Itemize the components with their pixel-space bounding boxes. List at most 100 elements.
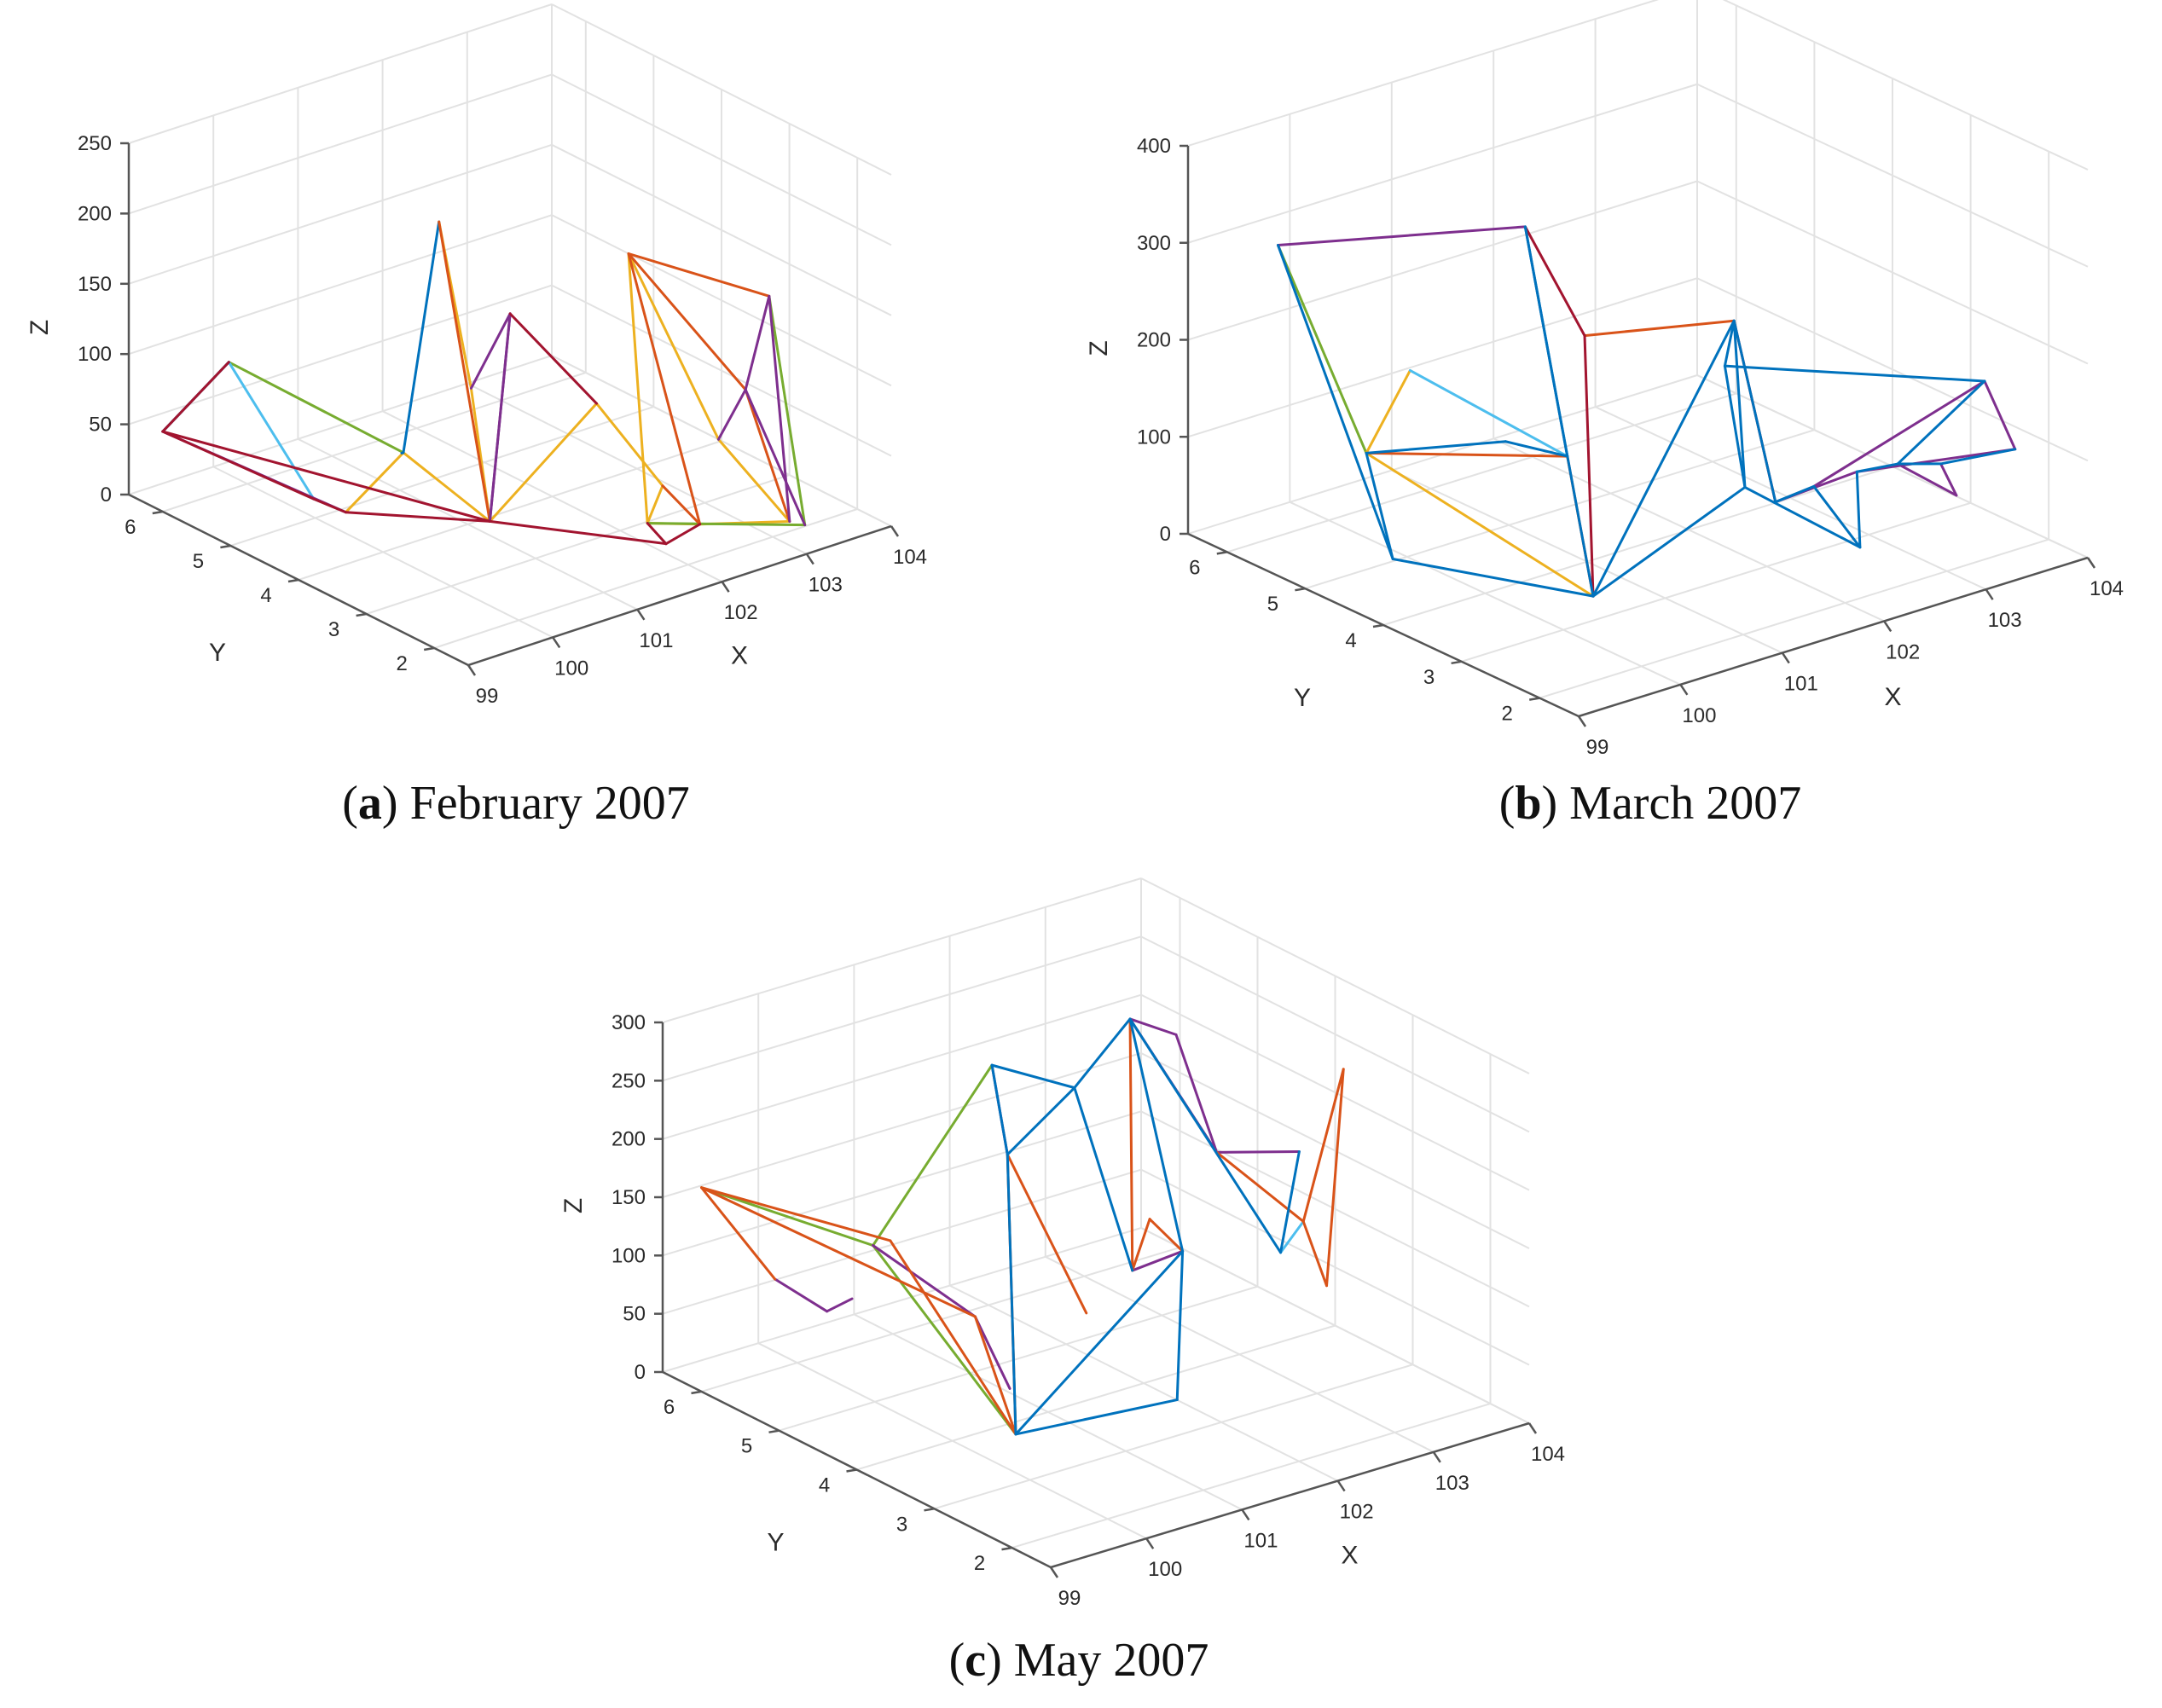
x-tick-mark	[1241, 1508, 1250, 1521]
caption-c: (c) May 2007	[949, 1634, 1209, 1687]
x-tick-label: 101	[639, 629, 673, 652]
edge-blue-L-M	[1732, 319, 1747, 489]
edge-blue-M-O	[1073, 1086, 1134, 1272]
series-orange	[438, 220, 791, 526]
edge-orange-O-N	[661, 484, 702, 526]
x-tick-label: 100	[554, 657, 588, 680]
gridline-floor-y	[366, 474, 790, 615]
gridline-backwall-z	[1187, 0, 1660, 147]
edge-blue-H-L	[1591, 319, 1736, 598]
x-tick-mark	[552, 636, 561, 649]
panel-a-february-2007: 99 100 101 102 103 104 2 3 4 5 60 50 100 150 200 250 X Y Z	[26, 3, 927, 708]
x-tick-mark	[721, 581, 730, 593]
gridline-backwall-z	[662, 1110, 1142, 1257]
gridline-floor-y	[230, 406, 654, 547]
edge-yellow-F-H	[402, 451, 491, 523]
x-tick-label: 103	[1435, 1472, 1469, 1495]
caption-a: (a) February 2007	[342, 777, 689, 830]
x-axis	[1050, 1421, 1530, 1569]
y-tick-mark	[924, 1508, 935, 1512]
panel-c-may-2007: 99 100 101 102 103 104 2 3 4 5 60 50 100 150 200 250 300…	[559, 877, 1565, 1610]
y-tick-label: 3	[328, 618, 339, 641]
z-tick-label: 250	[78, 132, 112, 155]
y-axis-label: Y	[209, 639, 226, 667]
x-tick-label: 103	[809, 574, 843, 597]
edge-yellow-P-L	[627, 252, 649, 525]
edge-lightblue-U-V	[1279, 1219, 1305, 1254]
x-tick-label: 104	[893, 546, 927, 569]
x-tick-mark	[467, 664, 477, 676]
edge-yellow-H-K	[488, 402, 599, 523]
edge-green-L-T	[646, 522, 807, 527]
panel-b-march-2007: 99 100 101 102 103 104 2 3 4 5 60 100 200 300 400 X Y Z	[1085, 0, 2124, 759]
y-tick-label: 6	[1189, 556, 1200, 579]
gridline-floor-y	[1382, 466, 1893, 626]
y-tick-mark	[1001, 1546, 1012, 1551]
edge-orange-K-L	[1006, 1153, 1088, 1315]
edge-yellow-C-H	[1365, 451, 1595, 598]
edge-darkred-C-D	[312, 497, 347, 514]
edge-purple-R-T	[1896, 462, 1958, 497]
edge-blue-W-L	[1723, 319, 1736, 368]
series-purple	[1277, 225, 2017, 504]
edge-green-E-J	[872, 1063, 994, 1248]
series-blue	[1277, 225, 2017, 598]
edge-yellow-Q-S	[716, 437, 791, 524]
gridline-backwall-z	[128, 355, 553, 495]
edge-purple-I-J	[469, 312, 512, 390]
edge-blue-J-M	[990, 1063, 1076, 1090]
gridline-sidewall-z	[551, 73, 892, 246]
gridline-sidewall-z	[1140, 993, 1530, 1191]
y-tick-label: 2	[1502, 703, 1513, 726]
edge-purple-U-V	[1983, 379, 2017, 451]
series-darkred	[161, 312, 702, 546]
caption-a-text: February 2007	[410, 777, 690, 830]
gridline-backwall-z	[1187, 277, 1698, 438]
gridline-backwall-z	[128, 284, 553, 426]
edge-orange-A-F	[700, 1186, 892, 1242]
edge-blue-H-M	[1591, 485, 1747, 598]
z-tick-label: 100	[78, 343, 112, 366]
x-tick-label: 99	[476, 685, 499, 708]
z-tick-label: 0	[635, 1361, 646, 1384]
gridline-floor-y	[1226, 392, 1737, 553]
gridline-backwall-z	[662, 1168, 1142, 1315]
edge-orange-R-O	[1128, 1017, 1134, 1272]
x-tick-label: 101	[1784, 673, 1818, 696]
gridline-floor-y	[934, 1364, 1413, 1510]
z-tick-label: 150	[612, 1186, 646, 1209]
edge-blue-Q-H	[1014, 1249, 1185, 1436]
edge-blue-R-Q	[1128, 1017, 1185, 1253]
edge-purple-B-I	[1277, 225, 1527, 247]
z-axis-label: Z	[1085, 340, 1113, 356]
gridline-sidewall-z	[551, 214, 892, 387]
z-tick-label: 150	[78, 273, 112, 296]
edge-orange-J-L	[1583, 319, 1736, 338]
y-tick-label: 4	[819, 1474, 830, 1497]
edge-orange-R-S	[744, 388, 791, 524]
gridline-sidewall-z	[1140, 1110, 1530, 1308]
edge-purple-R-U	[744, 294, 771, 391]
gridline-sidewall-z	[1696, 83, 2089, 268]
x-tick-label: 103	[1988, 609, 2022, 632]
gridline-backwall-z	[128, 214, 553, 356]
edge-orange-A-B	[700, 1186, 777, 1281]
x-tick-label: 100	[1682, 704, 1716, 727]
edge-darkred-I-J	[1523, 225, 1586, 338]
edge-orange-P-O	[1131, 1218, 1151, 1272]
x-axis	[1578, 556, 2089, 718]
edge-yellow-K-O	[595, 402, 664, 488]
edge-yellow-D-F	[344, 451, 405, 514]
series-lightblue	[1408, 368, 1569, 458]
gridline-backwall-z	[1187, 83, 1698, 244]
y-tick-mark	[220, 544, 231, 549]
gridline-floor-y	[433, 508, 858, 649]
gridline-floor-y	[856, 1324, 1336, 1471]
x-tick-mark	[1049, 1566, 1059, 1578]
y-tick-mark	[691, 1390, 702, 1395]
y-tick-label: 4	[1345, 629, 1356, 652]
edge-blue-W-U	[1723, 364, 1986, 383]
z-tick-label: 0	[1160, 523, 1171, 546]
series-green	[1277, 244, 1368, 455]
edge-orange-G-H	[973, 1315, 1017, 1436]
